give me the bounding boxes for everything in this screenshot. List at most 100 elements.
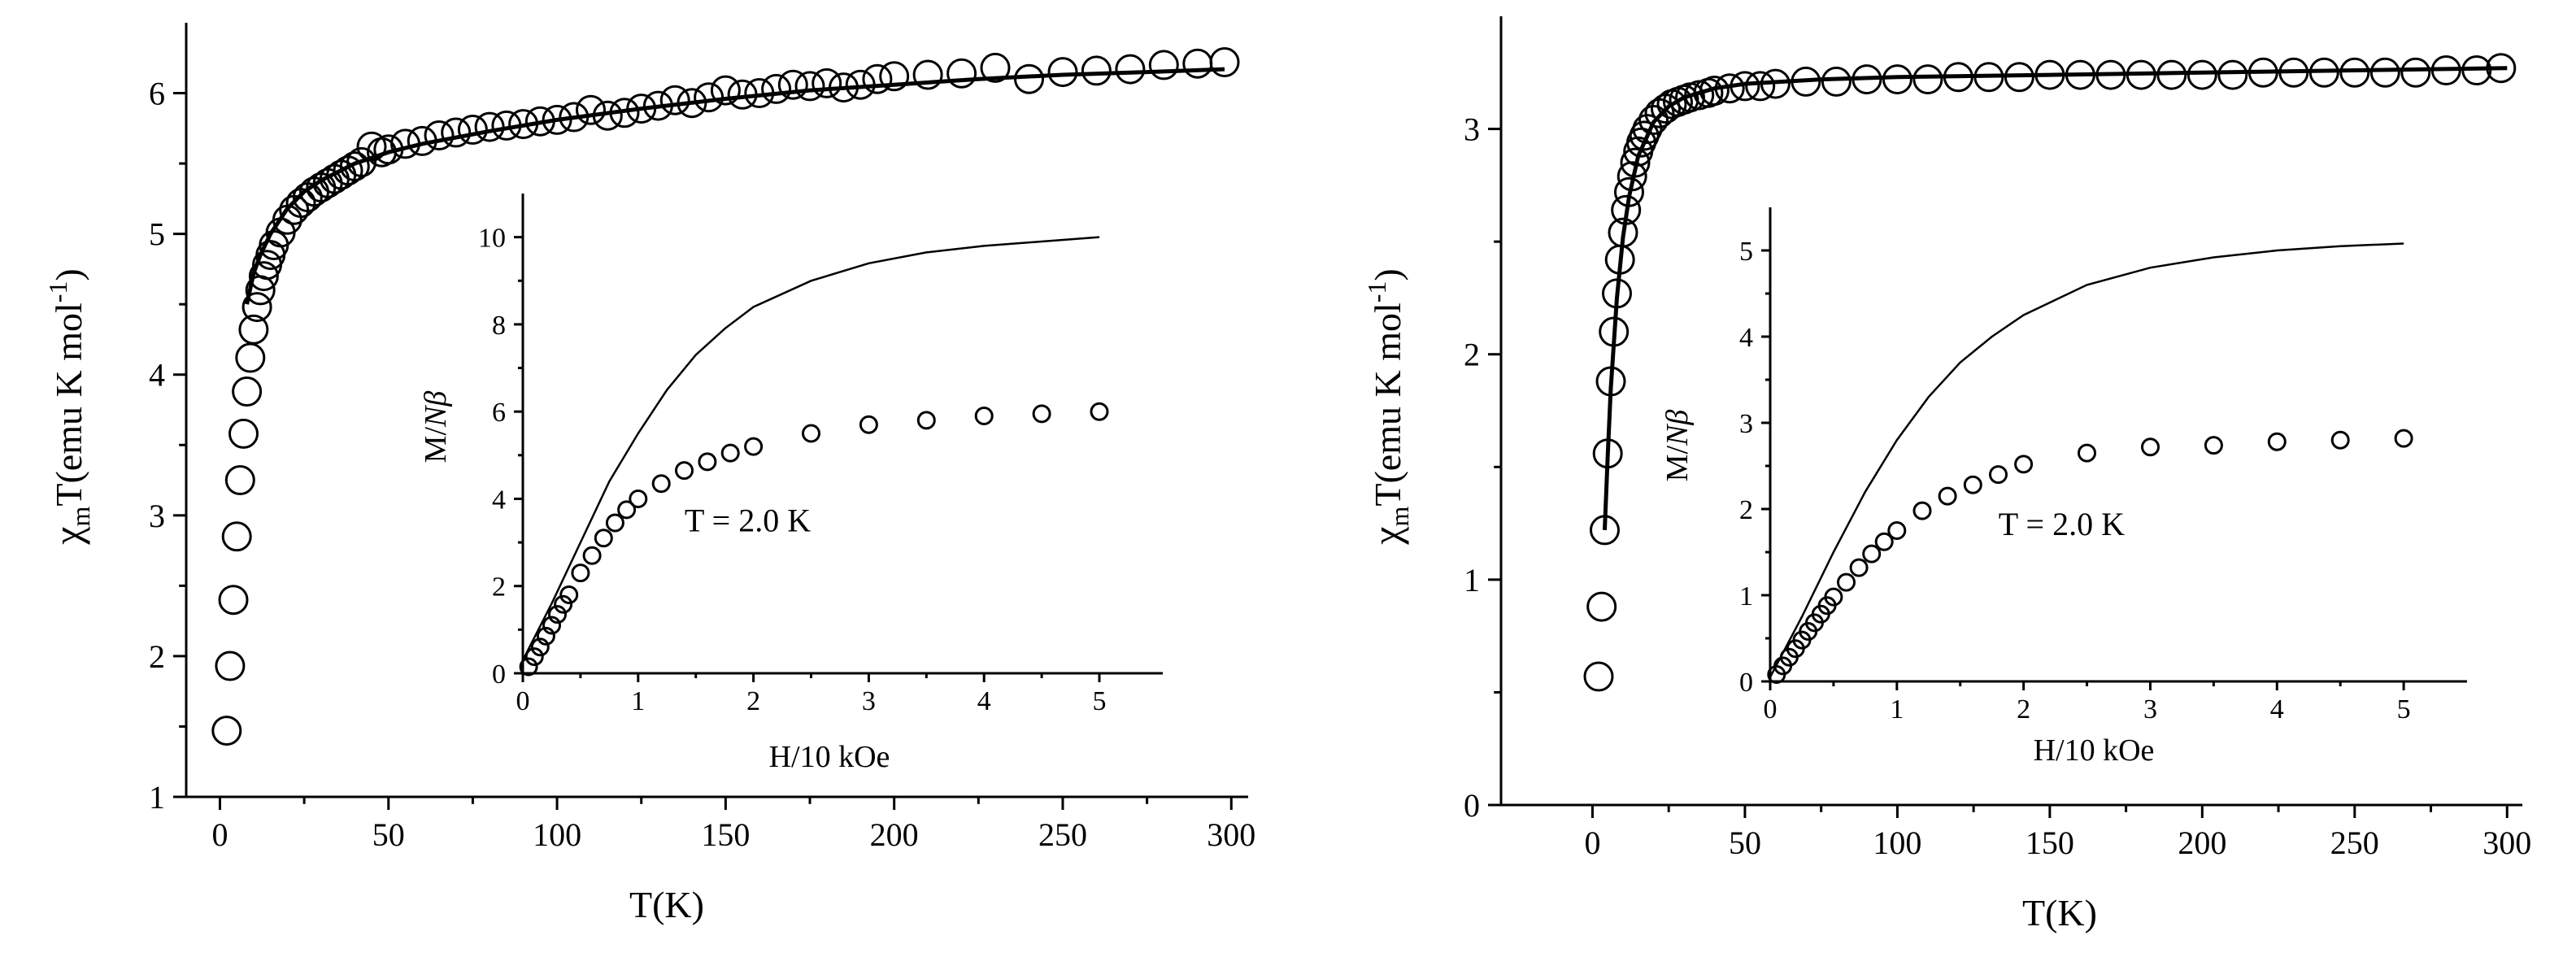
x-tick-label: 0 <box>1764 694 1778 724</box>
x-tick-label: 250 <box>1038 816 1087 853</box>
y-tick-label: 3 <box>1464 111 1480 148</box>
data-point <box>2141 437 2160 457</box>
x-tick-label: 3 <box>862 686 876 716</box>
x-tick-label: 4 <box>977 686 991 716</box>
data-point <box>1632 114 1663 145</box>
data-point <box>218 585 249 616</box>
data-point <box>974 407 994 425</box>
y-tick-label: 5 <box>1739 237 1753 267</box>
data-point <box>862 63 893 94</box>
x-tick-label: 3 <box>2143 694 2157 724</box>
data-point <box>879 61 910 92</box>
data-point <box>1938 486 1957 506</box>
data-point <box>2330 430 2350 450</box>
series-theory-line <box>521 236 1100 661</box>
y-tick-label: 2 <box>1464 337 1480 373</box>
data-point <box>694 82 724 113</box>
data-point <box>1862 544 1882 564</box>
x-tick-label: 200 <box>2178 825 2226 861</box>
data-point <box>1014 63 1044 94</box>
data-point <box>659 85 690 115</box>
data-point <box>675 461 694 481</box>
inset-background <box>1767 204 2470 685</box>
y-tick-label: 0 <box>1739 668 1753 698</box>
y-tick-label: 1 <box>1739 581 1753 611</box>
y-tick-label: 3 <box>149 498 165 534</box>
data-point <box>2394 429 2413 448</box>
data-point <box>720 443 740 463</box>
x-axis-label: T(K) <box>629 884 704 925</box>
x-tick-label: 150 <box>701 816 750 853</box>
y-tick-label: 4 <box>149 357 165 394</box>
data-point <box>242 292 272 323</box>
x-tick-label: 250 <box>2330 825 2379 861</box>
data-point <box>710 75 741 106</box>
data-point <box>576 94 606 125</box>
data-point <box>536 626 555 646</box>
x-tick-label: 2 <box>2017 694 2030 724</box>
data-point <box>980 52 1011 83</box>
x-tick-label: 300 <box>2482 825 2531 861</box>
x-tick-label: 1 <box>631 686 645 716</box>
data-point <box>1182 48 1213 79</box>
data-point <box>1887 521 1907 540</box>
y-tick-label: 4 <box>492 485 506 515</box>
y-axis-label: M/Nβ <box>1660 410 1695 482</box>
series-fit-line <box>245 67 1225 305</box>
y-tick-label: 5 <box>149 216 165 253</box>
data-point <box>2217 59 2248 90</box>
x-tick-label: 150 <box>2026 825 2074 861</box>
series-theory-line <box>1769 242 2404 678</box>
data-point <box>912 59 943 90</box>
data-point <box>802 424 820 443</box>
data-point <box>530 637 550 657</box>
y-tick-label: 6 <box>149 76 165 112</box>
series-fit-line <box>1603 66 2508 531</box>
x-tick-label: 0 <box>211 816 228 853</box>
y-tick-label: 2 <box>492 572 506 603</box>
data-point <box>235 342 266 373</box>
x-tick-label: 50 <box>372 816 405 853</box>
data-point <box>1874 532 1894 551</box>
data-point <box>1090 402 1109 421</box>
y-axis-label: χmT(emu K mol-1) <box>1362 268 1414 545</box>
temperature-annotation: T = 2.0 K <box>685 503 811 539</box>
y-tick-label: 3 <box>1739 409 1753 439</box>
data-point <box>605 513 624 533</box>
data-point <box>698 452 717 472</box>
data-point <box>1963 475 1982 494</box>
data-point <box>744 437 764 456</box>
data-point <box>2369 57 2400 88</box>
data-point <box>1209 47 1240 77</box>
x-tick-label: 4 <box>2270 694 2284 724</box>
y-tick-label: 2 <box>1739 495 1753 525</box>
data-point <box>916 411 936 430</box>
x-tick-label: 0 <box>516 686 530 716</box>
y-tick-label: 4 <box>1739 323 1753 353</box>
data-point <box>582 546 602 565</box>
inset-background <box>520 190 1166 677</box>
x-tick-label: 100 <box>533 816 581 853</box>
x-tick-label: 1 <box>1890 694 1904 724</box>
y-tick-label: 10 <box>478 224 506 254</box>
y-tick-label: 1 <box>1464 562 1480 598</box>
data-point <box>224 465 255 495</box>
data-point <box>2187 59 2217 90</box>
data-point <box>339 151 370 182</box>
data-point <box>221 521 252 552</box>
data-point <box>1989 465 2008 485</box>
data-point <box>2339 57 2370 88</box>
x-tick-label: 200 <box>870 816 919 853</box>
data-point <box>2014 455 2034 474</box>
data-point <box>1583 661 1614 692</box>
data-point <box>1912 501 1932 520</box>
data-point <box>761 73 792 104</box>
data-point <box>571 564 590 583</box>
temperature-annotation: T = 2.0 K <box>1999 506 2125 542</box>
data-point <box>1745 71 1776 102</box>
data-point <box>629 490 648 508</box>
y-tick-label: 0 <box>1464 787 1480 824</box>
data-point <box>1821 66 1852 97</box>
y-axis-label: χmT(emu K mol-1) <box>43 268 95 545</box>
